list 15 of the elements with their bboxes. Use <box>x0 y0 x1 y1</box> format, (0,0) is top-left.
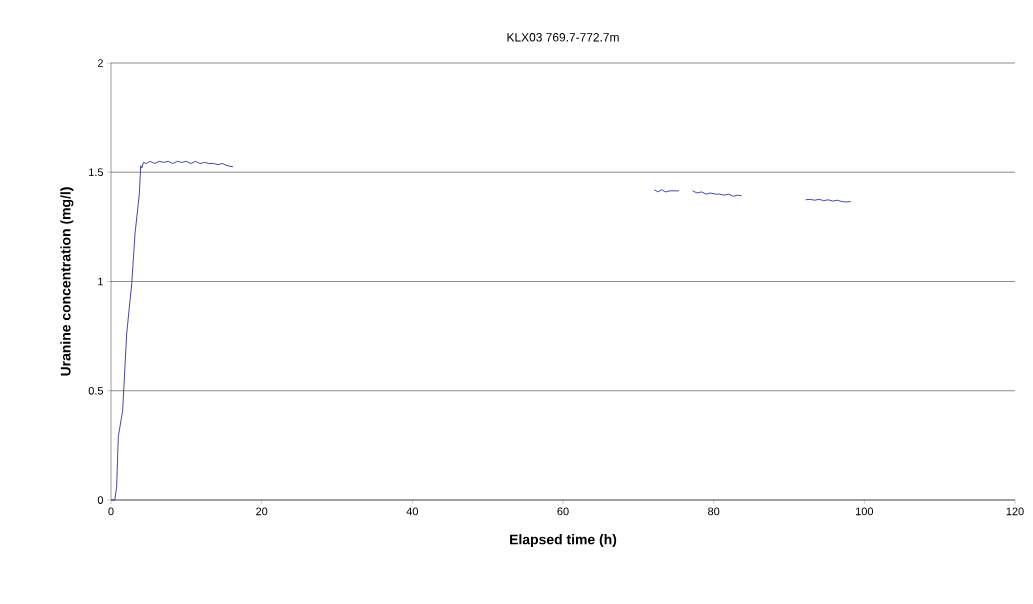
x-tick-label: 40 <box>406 507 418 516</box>
x-tick-label: 100 <box>856 507 874 516</box>
y-tick-label: 0 <box>97 496 104 504</box>
x-tick-label: 60 <box>557 507 569 516</box>
y-tick-label: 0.5 <box>88 386 104 395</box>
x-tick-label: 0 <box>108 507 114 516</box>
chart-title: KLX03 769.7-772.7m <box>507 33 619 42</box>
y-tick-label: 2 <box>97 59 103 67</box>
y-tick-label: 1 <box>98 277 103 286</box>
y-tick-label: 1.5 <box>89 168 104 177</box>
y-axis-title: Uranine concentration (mg/l) <box>60 187 74 376</box>
x-tick-label: 20 <box>256 507 268 516</box>
x-axis-title: Elapsed time (h) <box>510 534 617 548</box>
x-tick-label: 80 <box>708 507 720 516</box>
x-tick-label: 120 <box>1006 507 1024 516</box>
